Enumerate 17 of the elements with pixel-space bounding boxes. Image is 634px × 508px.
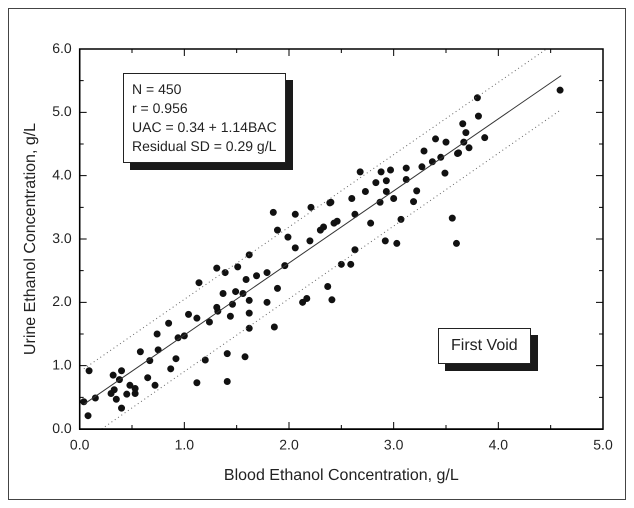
y-tick-label: 0.0 xyxy=(52,420,72,436)
y-tick-label: 6.0 xyxy=(52,40,72,56)
x-tick-label: 4.0 xyxy=(488,436,508,452)
x-tick-label: 3.0 xyxy=(384,436,404,452)
y-tick-label: 3.0 xyxy=(52,230,72,246)
annotation: First Void xyxy=(438,328,531,364)
x-tick-label: 0.0 xyxy=(70,436,90,452)
annotation: N = 450 r = 0.956 UAC = 0.34 + 1.14BAC Residual SD = 0.29 g/L xyxy=(123,73,286,163)
y-tick-label: 5.0 xyxy=(52,103,72,120)
y-tick-label: 2.0 xyxy=(52,293,72,310)
y-axis-title: Urine Ethanol Concentration, g/L xyxy=(22,122,40,356)
x-tick-label: 1.0 xyxy=(174,436,194,452)
x-tick-label: 2.0 xyxy=(279,436,299,452)
x-axis-title: Blood Ethanol Concentration, g/L xyxy=(224,466,459,484)
y-tick-label: 4.0 xyxy=(52,166,72,183)
y-tick-label: 1.0 xyxy=(52,356,72,373)
x-tick-label: 5.0 xyxy=(593,436,613,452)
